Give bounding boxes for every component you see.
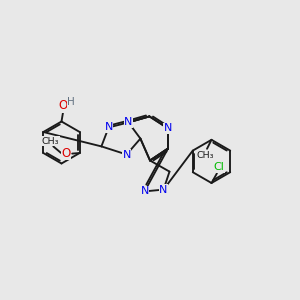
Text: CH₃: CH₃ [196, 151, 214, 160]
Text: N: N [104, 122, 113, 133]
Text: N: N [124, 117, 133, 128]
Text: N: N [164, 123, 172, 134]
Text: N: N [159, 184, 168, 195]
Text: N: N [122, 149, 131, 160]
Text: CH₃: CH₃ [41, 136, 59, 146]
Text: H: H [67, 97, 75, 107]
Text: O: O [61, 146, 70, 160]
Text: Cl: Cl [214, 162, 224, 172]
Text: N: N [140, 186, 149, 197]
Text: O: O [58, 99, 67, 112]
